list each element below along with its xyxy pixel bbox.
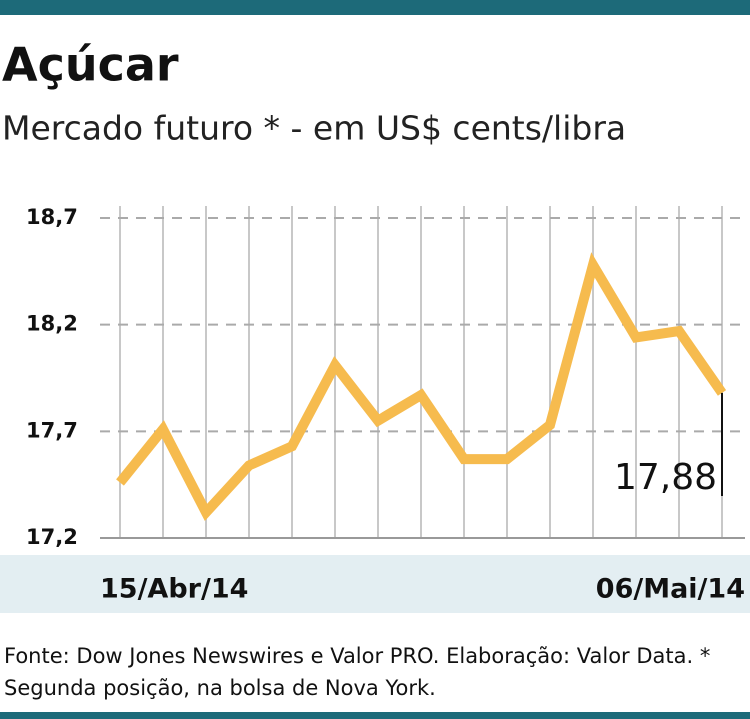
y-tick-label: 17,7: [26, 418, 78, 442]
value-label: 17,88: [614, 457, 717, 498]
line-series: [116, 252, 727, 522]
y-tick-label: 18,2: [26, 312, 78, 336]
chart-subtitle: Mercado futuro * - em US$ cents/libra: [2, 109, 626, 148]
x-tick-label: 15/Abr/14: [100, 574, 248, 605]
x-band: [0, 555, 750, 613]
chart-title: Açúcar: [2, 38, 179, 92]
x-tick-label: 06/Mai/14: [596, 574, 745, 605]
top-bar: [0, 0, 750, 15]
y-tick-label: 17,2: [26, 525, 78, 549]
source: Fonte: Dow Jones Newswires e Valor PRO. …: [4, 644, 711, 700]
y-tick-label: 18,7: [26, 205, 78, 229]
bottom-bar: [0, 712, 750, 719]
